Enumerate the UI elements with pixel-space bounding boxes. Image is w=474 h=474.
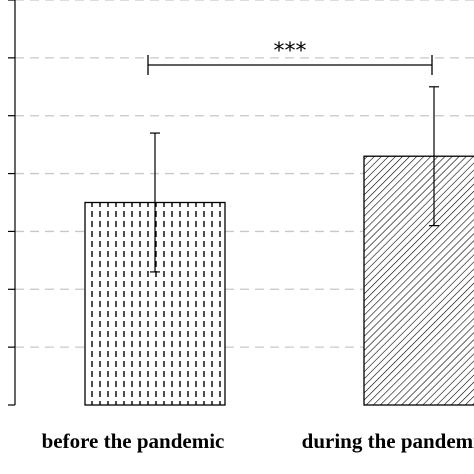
- significance-bracket: ***: [147, 39, 433, 75]
- significance-label: ***: [274, 39, 307, 64]
- y-axis: [8, 0, 16, 406]
- error-bars: [150, 86, 439, 273]
- category-label-during: during the pandemic: [302, 429, 474, 453]
- bar-during: [363, 155, 474, 406]
- bars: [84, 155, 474, 406]
- category-label-before: before the pandemic: [42, 429, 225, 453]
- category-labels: before the pandemic during the pandemic: [42, 429, 474, 453]
